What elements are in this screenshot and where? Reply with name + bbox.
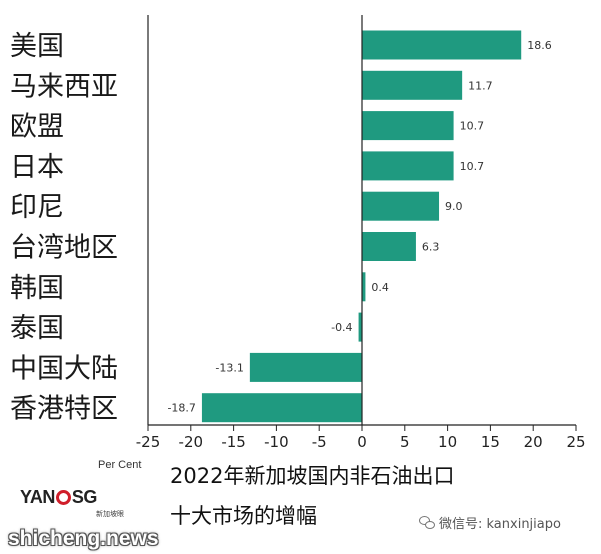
value-label: 9.0 <box>445 200 463 213</box>
x-tick-label: 5 <box>400 433 410 451</box>
value-label: -0.4 <box>331 321 352 334</box>
value-labels: 18.6 11.7 10.7 10.7 9.0 6.3 0.4 -0.4 -13.1 -18.7 <box>167 39 551 415</box>
logo-subtitle: 新加坡眼 <box>96 510 124 518</box>
bar <box>362 272 366 302</box>
value-label: 0.4 <box>371 281 389 294</box>
wechat-icon <box>419 516 435 529</box>
category-label: 印尼 <box>10 192 64 223</box>
category-label: 泰国 <box>10 313 64 344</box>
value-label: 6.3 <box>422 241 440 254</box>
bar <box>362 232 416 261</box>
category-label: 韩国 <box>10 273 64 304</box>
x-tick-label: -5 <box>312 433 327 451</box>
bar <box>362 70 463 100</box>
chart-subtitle: 十大市场的增幅 <box>170 504 317 528</box>
logo-text-left: YAN <box>20 487 55 507</box>
bar <box>249 352 362 382</box>
x-tick-label: 20 <box>524 433 543 451</box>
axes <box>147 15 576 426</box>
x-axis-label: Per Cent <box>98 459 142 471</box>
chart-title: 2022年新加坡国内非石油出口 <box>170 464 455 488</box>
value-label: -18.7 <box>167 402 195 415</box>
category-label: 日本 <box>10 152 64 183</box>
x-tick-label: -20 <box>179 433 204 451</box>
category-label: 马来西亚 <box>10 71 118 102</box>
wechat-id: 微信号: kanxinjiapo <box>439 517 561 532</box>
bar <box>362 111 454 141</box>
category-label: 台湾地区 <box>10 233 118 264</box>
value-label: 18.6 <box>527 39 552 52</box>
bar <box>201 393 362 423</box>
category-label: 欧盟 <box>10 112 64 143</box>
brand-logo: YAN SG <box>20 487 97 508</box>
x-tick-label: -10 <box>264 433 289 451</box>
bars <box>201 30 522 423</box>
site-watermark: shicheng.news <box>8 527 159 550</box>
x-tick-label: 10 <box>438 433 457 451</box>
x-tick-label: -15 <box>221 433 246 451</box>
bar <box>362 30 522 60</box>
value-label: -13.1 <box>215 361 243 374</box>
bar <box>362 191 440 221</box>
category-label: 美国 <box>10 31 64 62</box>
logo-ring-icon <box>55 490 71 505</box>
category-label: 香港特区 <box>10 394 118 425</box>
x-tick-label: 0 <box>357 433 367 451</box>
value-label: 10.7 <box>460 120 485 133</box>
value-label: 11.7 <box>468 79 493 92</box>
bar <box>362 151 454 181</box>
logo-text-right: SG <box>71 487 98 507</box>
value-label: 10.7 <box>460 160 485 173</box>
category-label: 中国大陆 <box>10 353 118 384</box>
wechat-watermark: 微信号: kanxinjiapo <box>419 513 561 532</box>
x-ticks: -25 -20 -15 -10 -5 0 5 10 15 20 25 <box>136 425 586 451</box>
x-tick-label: 25 <box>566 433 585 451</box>
x-tick-label: -25 <box>136 433 161 451</box>
x-tick-label: 15 <box>481 433 500 451</box>
bar <box>358 312 362 342</box>
